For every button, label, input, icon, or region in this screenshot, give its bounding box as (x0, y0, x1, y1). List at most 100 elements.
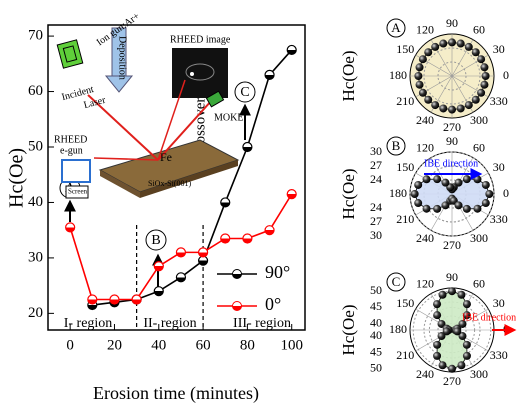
theta-label: 300 (470, 113, 488, 127)
polar-point (437, 319, 446, 328)
data-point (242, 233, 253, 244)
data-point (286, 189, 297, 200)
data-point (175, 272, 187, 283)
r-tick-label: 27 (370, 214, 382, 228)
r-tick-label: 50 (370, 283, 382, 297)
y-tick-label: 50 (28, 138, 43, 154)
data-point (109, 294, 120, 305)
polar-point (433, 340, 442, 349)
theta-label: 330 (490, 348, 508, 362)
theta-label: 240 (416, 231, 434, 245)
x-tick-label: 0 (66, 337, 74, 353)
theta-label: 0 (503, 186, 509, 200)
theta-label: 300 (470, 231, 488, 245)
theta-label: 330 (490, 94, 508, 108)
y-tick-label: 20 (28, 305, 43, 321)
theta-label: 300 (470, 367, 488, 381)
polar-point (415, 63, 424, 72)
theta-label: 240 (416, 113, 434, 127)
r-tick-label: 24 (370, 200, 382, 214)
theta-label: 30 (493, 42, 505, 56)
series-line (92, 49, 293, 306)
callout-c: C (234, 81, 256, 140)
series-line (69, 193, 293, 301)
x-tick-label: 80 (240, 337, 255, 353)
y-axis-label: Hc(Oe) (6, 148, 28, 208)
theta-label: 60 (473, 141, 485, 155)
inset-label: RHEED (54, 134, 87, 145)
theta-label: 210 (396, 348, 414, 362)
theta-label: 120 (416, 277, 434, 291)
data-point (264, 69, 275, 81)
theta-label: 120 (416, 141, 434, 155)
polar-point (477, 88, 486, 97)
legend-label: 0° (265, 294, 281, 314)
ibe-label: IBE direction (424, 158, 478, 169)
polar-point (477, 55, 486, 64)
data-point (286, 44, 297, 56)
theta-label: 180 (389, 186, 407, 200)
polar-point (454, 201, 463, 210)
data-point (65, 222, 76, 233)
x-axis-label: Erosion time (minutes) (93, 383, 259, 404)
polar-point (471, 95, 480, 104)
polar-y-label: Hc(Oe) (339, 169, 358, 220)
theta-label: 120 (416, 23, 434, 37)
polar-point (422, 175, 431, 184)
inset-label: RHEED image (170, 34, 231, 45)
r-tick-label: 45 (370, 344, 382, 358)
polar-point (414, 199, 423, 208)
polar-point (438, 290, 447, 299)
theta-label: 180 (389, 68, 407, 82)
y-tick-label: 70 (28, 28, 43, 44)
ibe-label: IBE direction (462, 312, 516, 323)
r-tick-label: 27 (370, 158, 382, 172)
polar-point (462, 311, 471, 320)
callout-b: B (145, 229, 167, 288)
polar-point (457, 361, 466, 370)
r-tick-label: 50 (370, 361, 382, 375)
polar-point (481, 199, 490, 208)
polar-point (431, 42, 440, 51)
theta-label: 30 (493, 160, 505, 174)
theta-label: 60 (473, 277, 485, 291)
polar-point (462, 175, 471, 184)
polar-point (424, 48, 433, 57)
inset-label: SiOx-Si(001) (148, 179, 191, 188)
callout-label: B (151, 233, 160, 248)
polar-point (433, 311, 442, 320)
y-tick-label: 30 (28, 249, 43, 265)
polar-point (464, 42, 473, 51)
theta-label: 210 (396, 94, 414, 108)
polar-point (481, 180, 490, 189)
polar-point (439, 104, 448, 113)
polar-point (464, 101, 473, 110)
r-tick-label: 40 (370, 328, 382, 342)
theta-label: 270 (443, 120, 461, 134)
polar-point (481, 72, 490, 80)
callout-a: A (59, 177, 81, 222)
inset-label: MOKE (214, 112, 243, 123)
panel-label: A (391, 20, 401, 35)
r-tick-label: 30 (370, 228, 382, 242)
inset-label: Fe (160, 150, 172, 164)
x-tick-label: 60 (196, 337, 211, 353)
polar-point (462, 204, 471, 213)
polar-point (439, 39, 448, 48)
polar-point (433, 351, 442, 360)
legend-label: 90° (265, 262, 290, 282)
polar-point (415, 80, 424, 89)
data-point (264, 225, 275, 236)
theta-label: 150 (396, 160, 414, 174)
theta-label: 210 (396, 212, 414, 226)
theta-label: 0 (503, 322, 509, 336)
theta-label: 0 (503, 68, 509, 82)
polar-point (448, 364, 456, 373)
polar-y-label: Hc(Oe) (339, 51, 358, 102)
polar-point (441, 178, 450, 187)
polar-point (414, 180, 423, 189)
data-point (220, 233, 231, 244)
plot-frame (47, 24, 306, 331)
inset-label: Deposition (117, 36, 128, 80)
